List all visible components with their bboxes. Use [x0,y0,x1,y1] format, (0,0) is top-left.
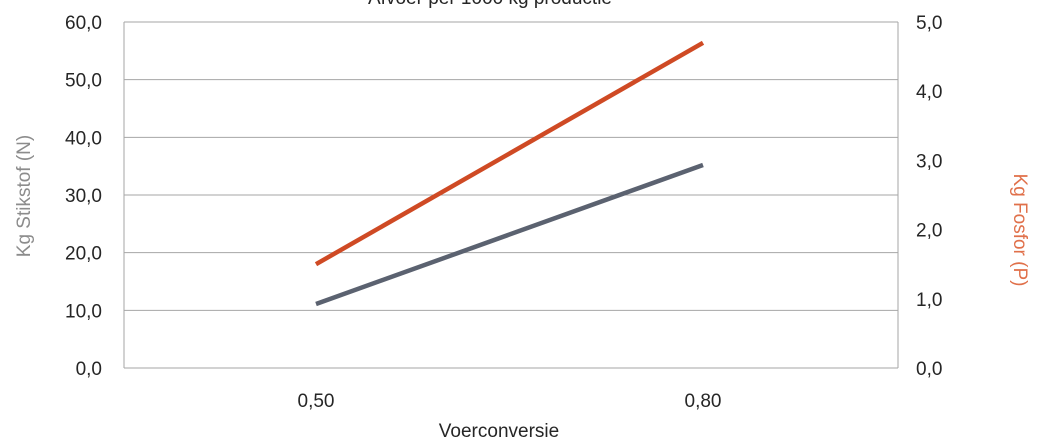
right-axis-ticks: 0,0 1,0 2,0 3,0 4,0 5,0 [916,13,942,380]
left-axis-tick-label: 60,0 [65,13,102,34]
chart-title: Afvoer per 1000 kg productie [368,0,612,9]
gridlines [124,21,898,311]
series-line-2 [314,40,705,267]
x-axis-tick-label: 0,50 [298,391,335,412]
x-axis-ticks: 0,50 0,80 [298,391,722,412]
x-axis-tick-label: 0,80 [685,391,722,412]
axes [123,22,899,369]
left-axis-tick-label: 0,0 [76,359,102,380]
right-axis-tick-label: 3,0 [916,151,942,172]
series-lines [314,40,705,307]
right-axis-tick-label: 4,0 [916,82,942,103]
right-axis-tick-label: 2,0 [916,221,942,242]
left-axis-tick-label: 10,0 [65,301,102,322]
right-axis-title: Kg Fosfor (P) [1009,174,1030,287]
left-axis-ticks: 0,0 10,0 20,0 30,0 40,0 50,0 60,0 [65,13,102,380]
right-axis-tick-label: 0,0 [916,359,942,380]
right-axis-tick-label: 5,0 [916,13,942,34]
right-axis-tick-label: 1,0 [916,290,942,311]
left-axis-tick-label: 50,0 [65,71,102,92]
series-line-1 [315,162,704,307]
left-axis-tick-label: 20,0 [65,244,102,265]
left-axis-tick-label: 40,0 [65,128,102,149]
left-axis-tick-label: 30,0 [65,186,102,207]
x-axis-title: Voerconversie [439,421,559,438]
left-axis-title: Kg Stikstof (N) [14,135,35,257]
